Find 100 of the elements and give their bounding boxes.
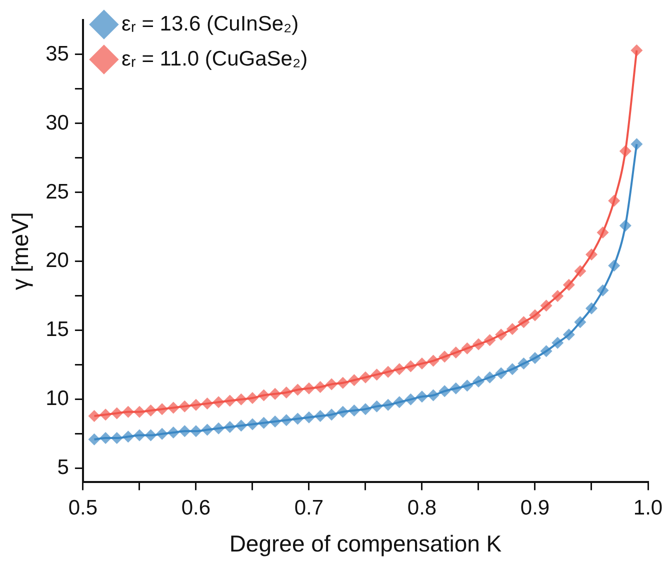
point — [359, 371, 372, 384]
point — [122, 430, 134, 443]
point — [484, 371, 496, 384]
y-tick-label: 30 — [46, 111, 69, 134]
y-tick-label: 15 — [46, 318, 69, 342]
point — [382, 366, 394, 378]
point — [393, 363, 406, 376]
point — [110, 432, 123, 444]
point — [540, 300, 552, 312]
point — [212, 396, 225, 408]
point — [495, 367, 508, 380]
point — [404, 393, 417, 406]
point — [450, 382, 462, 394]
point — [404, 360, 417, 372]
point — [326, 408, 338, 421]
point — [608, 260, 620, 272]
point — [201, 398, 214, 410]
point — [336, 406, 349, 418]
point — [427, 389, 440, 402]
point — [235, 420, 248, 432]
point — [416, 358, 428, 370]
point — [450, 346, 462, 359]
point — [122, 406, 134, 418]
point — [156, 403, 168, 416]
point — [348, 404, 360, 416]
x-tick-label: 0.6 — [181, 496, 211, 520]
point — [370, 400, 383, 412]
point — [393, 396, 406, 408]
point — [596, 284, 609, 296]
point — [269, 415, 282, 428]
x-tick-label: 0.5 — [68, 496, 98, 520]
point — [552, 336, 564, 349]
point — [212, 422, 225, 434]
point — [484, 334, 496, 346]
point — [585, 302, 598, 314]
point — [370, 368, 383, 381]
point — [302, 382, 315, 394]
point — [314, 381, 326, 393]
legend-label: εᵣ = 11.0 (CuGaSe₂) — [121, 47, 308, 70]
point — [562, 278, 575, 291]
point — [280, 386, 292, 399]
point — [100, 432, 112, 444]
point — [178, 400, 191, 412]
x-axis-title: Degree of compensation K — [229, 530, 502, 557]
point — [619, 220, 632, 232]
point — [302, 411, 315, 424]
point — [552, 290, 564, 302]
y-tick-label: 5 — [57, 456, 69, 480]
point — [416, 390, 428, 403]
point — [292, 412, 304, 425]
x-tick-label: 0.7 — [294, 496, 324, 520]
point — [167, 402, 180, 414]
point — [427, 354, 440, 367]
point — [518, 358, 530, 370]
y-tick-label: 25 — [46, 180, 69, 204]
point — [506, 363, 518, 376]
point — [382, 398, 394, 411]
point — [495, 328, 508, 341]
point — [88, 433, 100, 446]
point — [178, 425, 191, 438]
point — [540, 345, 552, 358]
point — [506, 323, 518, 336]
point — [585, 248, 598, 261]
point — [224, 394, 236, 407]
point — [461, 342, 474, 354]
point — [596, 226, 609, 238]
point — [280, 414, 292, 426]
x-tick-label: 0.8 — [407, 496, 437, 520]
point — [292, 384, 304, 396]
point — [472, 375, 484, 388]
point — [258, 416, 270, 429]
point — [144, 429, 157, 442]
point — [133, 406, 146, 418]
y-tick-label: 35 — [46, 42, 69, 66]
x-tick-label: 1.0 — [633, 496, 663, 520]
point — [201, 424, 214, 436]
point — [528, 309, 541, 322]
point — [518, 316, 530, 328]
point — [246, 418, 258, 430]
point — [574, 265, 586, 278]
legend-label: εᵣ = 13.6 (CuInSe₂) — [121, 12, 299, 36]
point — [144, 404, 157, 416]
y-axis-title: γ [meV] — [7, 212, 34, 290]
point — [190, 398, 202, 411]
point — [167, 426, 180, 439]
point — [461, 380, 474, 392]
point — [269, 388, 282, 400]
point — [438, 350, 451, 363]
y-tick-label: 10 — [46, 387, 69, 410]
point — [562, 328, 575, 341]
point — [100, 408, 112, 421]
point — [133, 429, 146, 442]
point — [235, 393, 248, 406]
point — [246, 392, 258, 404]
point — [314, 410, 326, 422]
point — [438, 385, 451, 398]
point — [88, 410, 100, 422]
point — [336, 376, 349, 389]
y-tick-label: 20 — [46, 249, 69, 272]
point — [359, 403, 372, 416]
